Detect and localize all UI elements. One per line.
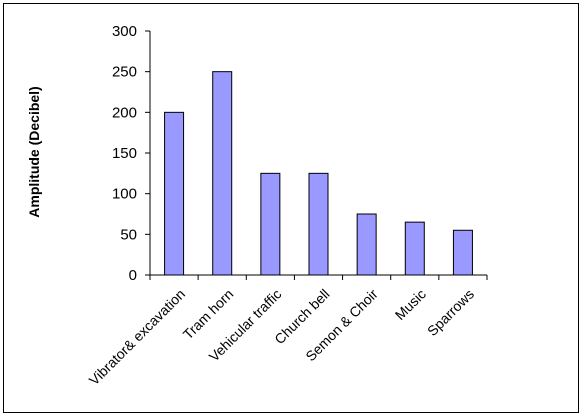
y-tick-label: 50 xyxy=(120,226,137,243)
x-category-label: Music xyxy=(392,286,429,323)
y-tick-label: 150 xyxy=(112,145,137,162)
y-tick-label: 100 xyxy=(112,186,137,203)
bar xyxy=(356,213,377,276)
bar xyxy=(212,71,233,276)
bar xyxy=(452,229,473,276)
x-category-label: Vibrator& excavation xyxy=(86,286,188,388)
y-tick-label: 300 xyxy=(112,23,137,40)
bar xyxy=(404,221,425,276)
x-category-label: Sparrows xyxy=(424,286,477,339)
bar xyxy=(308,172,329,276)
y-tick-label: 250 xyxy=(112,64,137,81)
y-axis-title: Amplitude (Decibel) xyxy=(26,86,42,217)
y-tick-label: 200 xyxy=(112,104,137,121)
chart-frame xyxy=(3,3,579,413)
y-tick-label: 0 xyxy=(129,267,137,284)
bar xyxy=(260,172,281,276)
bar xyxy=(164,111,185,276)
